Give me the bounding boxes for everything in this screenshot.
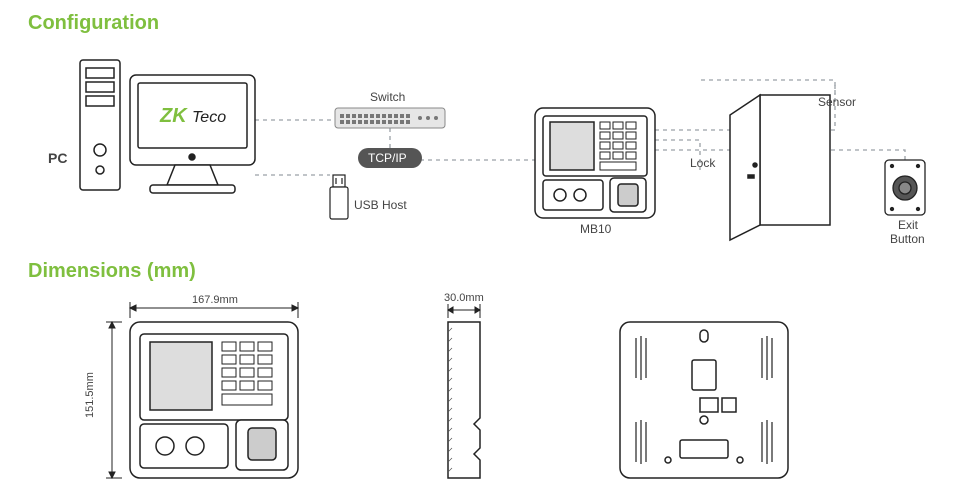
pc-tower-icon xyxy=(80,60,120,190)
sensor-label: Sensor xyxy=(818,95,856,109)
switch-label: Switch xyxy=(370,90,405,104)
dim-front-view xyxy=(130,322,298,478)
device-label: MB10 xyxy=(580,222,611,236)
dim-width-label: 167.9mm xyxy=(192,294,238,306)
dim-height-arrows xyxy=(106,322,122,478)
tcpip-label: TCP/IP xyxy=(368,151,407,165)
exit-label-1: Exit xyxy=(898,218,918,232)
door-icon xyxy=(730,95,830,240)
usb-icon xyxy=(330,175,348,219)
dim-rear-view xyxy=(620,322,788,478)
logo-prefix: ZK xyxy=(159,105,188,127)
diagram-configuration: ZK Teco xyxy=(0,0,960,504)
usb-label: USB Host xyxy=(354,198,407,212)
dim-depth-label: 30.0mm xyxy=(444,292,484,304)
pc-label: PC xyxy=(48,150,67,166)
device-icon xyxy=(535,108,655,218)
dim-depth-arrows xyxy=(448,304,480,318)
exit-button-icon xyxy=(885,160,925,215)
switch-icon xyxy=(335,108,445,128)
logo-suffix: Teco xyxy=(192,109,226,126)
lock-label: Lock xyxy=(690,156,715,170)
dim-height-label: 151.5mm xyxy=(84,372,96,418)
dim-side-view xyxy=(448,322,480,478)
pc-monitor-icon xyxy=(130,75,255,193)
exit-label-2: Button xyxy=(890,232,925,246)
